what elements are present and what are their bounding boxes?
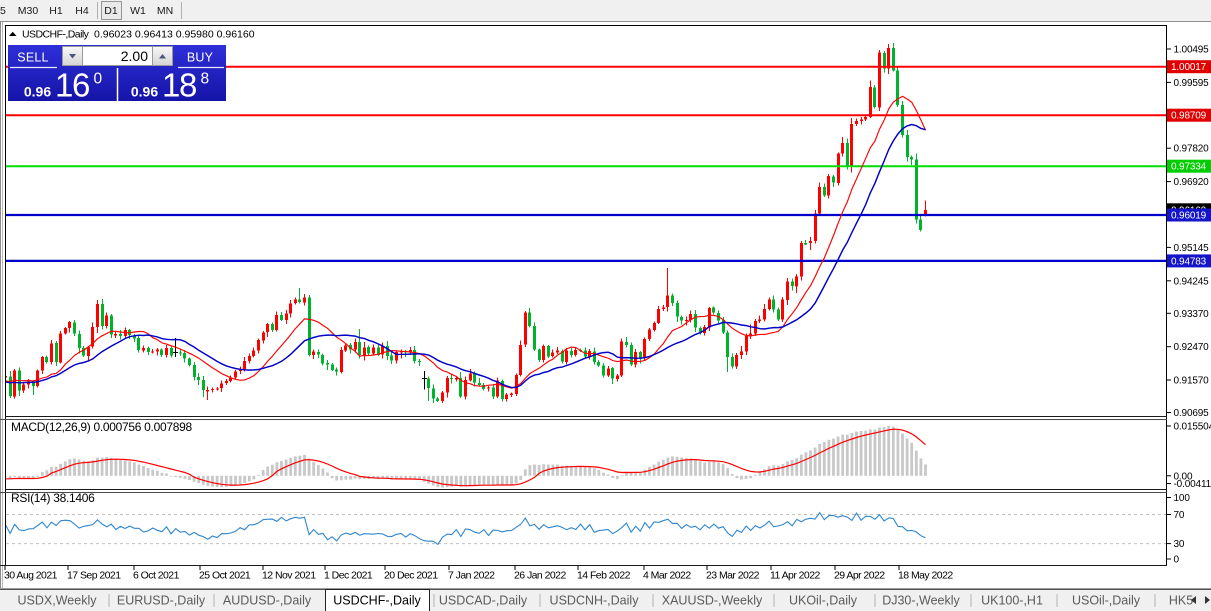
svg-text:26 Jan 2022: 26 Jan 2022 [514, 570, 566, 582]
svg-text:0.95145: 0.95145 [1174, 243, 1210, 254]
svg-text:USOil-,Daily: USOil-,Daily [1072, 594, 1141, 608]
svg-text:USDCNH-,Daily: USDCNH-,Daily [550, 594, 640, 608]
svg-text:30: 30 [1174, 539, 1185, 550]
svg-text:1.00495: 1.00495 [1174, 45, 1210, 56]
svg-text:EURUSD-,Daily: EURUSD-,Daily [117, 594, 206, 608]
svg-text:0.99595: 0.99595 [1174, 78, 1210, 89]
svg-text:5: 5 [0, 5, 6, 17]
svg-text:0.98709: 0.98709 [1171, 111, 1207, 122]
svg-text:USDCAD-,Daily: USDCAD-,Daily [439, 594, 528, 608]
svg-text:30 Aug 2021: 30 Aug 2021 [4, 570, 58, 582]
svg-text:USDCHF-,Daily: USDCHF-,Daily [22, 29, 90, 41]
svg-text:0.97334: 0.97334 [1171, 162, 1207, 173]
svg-text:70: 70 [1174, 510, 1185, 521]
svg-text:BUY: BUY [187, 51, 214, 65]
svg-text:W1: W1 [130, 5, 146, 17]
svg-text:8: 8 [201, 71, 210, 88]
svg-text:MN: MN [157, 5, 173, 17]
svg-text:0.97820: 0.97820 [1174, 144, 1210, 155]
svg-text:USDCHF-,Daily: USDCHF-,Daily [333, 594, 421, 608]
svg-text:16: 16 [55, 67, 89, 104]
svg-text:11 Apr 2022: 11 Apr 2022 [770, 570, 821, 582]
svg-text:H1: H1 [49, 5, 63, 17]
svg-text:18 May 2022: 18 May 2022 [898, 570, 953, 582]
svg-text:0.96023 0.96413 0.95980 0.9616: 0.96023 0.96413 0.95980 0.96160 [94, 29, 255, 41]
svg-text:HK5: HK5 [1169, 594, 1193, 608]
svg-text:25 Oct 2021: 25 Oct 2021 [199, 570, 251, 582]
svg-text:4 Mar 2022: 4 Mar 2022 [643, 570, 691, 582]
svg-text:XAUUSD-,Weekly: XAUUSD-,Weekly [662, 594, 763, 608]
svg-text:0.00: 0.00 [1174, 471, 1193, 482]
svg-text:14 Feb 2022: 14 Feb 2022 [577, 570, 631, 582]
svg-text:23 Mar 2022: 23 Mar 2022 [706, 570, 760, 582]
svg-text:0: 0 [94, 71, 103, 88]
svg-text:1.00017: 1.00017 [1171, 62, 1207, 73]
svg-text:0.015504: 0.015504 [1174, 422, 1211, 433]
svg-text:6 Oct 2021: 6 Oct 2021 [133, 570, 180, 582]
svg-text:0.91570: 0.91570 [1174, 376, 1210, 387]
svg-text:SELL: SELL [17, 51, 48, 65]
svg-text:D1: D1 [104, 5, 118, 17]
svg-text:1 Dec 2021: 1 Dec 2021 [324, 570, 373, 582]
svg-text:17 Sep 2021: 17 Sep 2021 [67, 570, 121, 582]
svg-text:0.94783: 0.94783 [1171, 256, 1207, 267]
svg-text:UKOil-,Daily: UKOil-,Daily [789, 594, 858, 608]
svg-text:18: 18 [162, 67, 196, 104]
svg-text:M30: M30 [18, 5, 39, 17]
svg-text:0.93370: 0.93370 [1174, 309, 1210, 320]
svg-text:USDX,Weekly: USDX,Weekly [18, 594, 98, 608]
svg-text:7 Jan 2022: 7 Jan 2022 [448, 570, 495, 582]
svg-text:100: 100 [1174, 493, 1191, 504]
svg-text:0.92470: 0.92470 [1174, 342, 1210, 353]
svg-text:0.96019: 0.96019 [1171, 211, 1207, 222]
svg-text:DJ30-,Weekly: DJ30-,Weekly [882, 594, 960, 608]
svg-text:RSI(14) 38.1406: RSI(14) 38.1406 [11, 491, 95, 505]
svg-text:0.90695: 0.90695 [1174, 408, 1210, 419]
svg-text:0.96: 0.96 [24, 84, 51, 100]
svg-text:AUDUSD-,Daily: AUDUSD-,Daily [223, 594, 312, 608]
svg-text:0.94245: 0.94245 [1174, 276, 1210, 287]
svg-text:20 Dec 2021: 20 Dec 2021 [384, 570, 438, 582]
svg-text:2.00: 2.00 [121, 48, 148, 64]
svg-text:12 Nov 2021: 12 Nov 2021 [262, 570, 316, 582]
svg-text:MACD(12,26,9) 0.000756 0.00789: MACD(12,26,9) 0.000756 0.007898 [11, 420, 192, 434]
svg-text:29 Apr 2022: 29 Apr 2022 [834, 570, 885, 582]
svg-text:-0.004118: -0.004118 [1174, 479, 1211, 490]
svg-text:0: 0 [1174, 555, 1180, 566]
svg-text:0.96920: 0.96920 [1174, 177, 1210, 188]
svg-text:H4: H4 [75, 5, 89, 17]
svg-text:UK100-,H1: UK100-,H1 [981, 594, 1043, 608]
svg-text:0.96: 0.96 [131, 84, 158, 100]
